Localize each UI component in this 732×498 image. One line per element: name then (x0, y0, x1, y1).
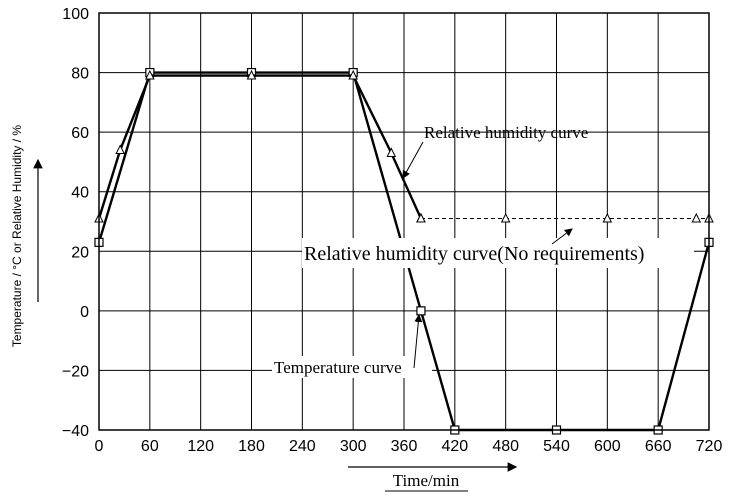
x-tick-label: 180 (238, 438, 265, 455)
y-tick-label: −20 (62, 363, 89, 380)
x-tick-label: 360 (391, 438, 418, 455)
humidity-point (500, 212, 511, 223)
humidity-point (246, 69, 257, 80)
humidity-point (416, 212, 426, 223)
x-tick-label: 0 (95, 438, 104, 455)
x-tick-label: 540 (543, 438, 570, 455)
humidity-point (115, 144, 125, 155)
tick-labels: 0 60 120 180 240 300 360 420 480 540 600 660 7201008… (62, 6, 723, 455)
humidity-point (386, 147, 397, 157)
arrow-temperature (413, 314, 423, 369)
x-tick-label: 480 (492, 438, 519, 455)
humidity-point (348, 69, 358, 80)
y-tick-label: 40 (71, 185, 89, 202)
humidity-point (691, 212, 702, 223)
x-axis-title: Time/min (393, 471, 460, 490)
y-tick-label: 60 (71, 125, 89, 142)
annotations: Relative humidity curve(No requirements)… (272, 123, 694, 378)
arrow-rh (402, 141, 424, 179)
y-tick-label: −40 (62, 423, 89, 440)
x-tick-label: 420 (441, 438, 468, 455)
y-tick-label: 0 (80, 304, 89, 321)
x-tick-label: 60 (141, 438, 159, 455)
x-tick-label: 240 (289, 438, 316, 455)
x-tick-label: 720 (696, 438, 723, 455)
humidity-point (145, 69, 155, 80)
annotation-temperature: Temperature curve (274, 358, 402, 377)
annotation-rh: Relative humidity curve (424, 123, 588, 142)
y-tick-label: 20 (71, 244, 89, 261)
x-tick-label: 600 (594, 438, 621, 455)
plot-frame (98, 12, 710, 431)
x-tick-label: 300 (340, 438, 367, 455)
humidity-point (602, 212, 613, 223)
x-tick-label: 660 (645, 438, 672, 455)
y-tick-label: 100 (62, 6, 89, 23)
y-axis-title: Temperature / °C or Relative Humidity / … (10, 125, 24, 348)
arrow-rh-no-req (551, 228, 573, 245)
temperature-point (416, 306, 426, 316)
y-tick-label: 80 (71, 66, 89, 83)
annotation-rh-no-req: Relative humidity curve(No requirements) (304, 243, 644, 265)
series-line-1 (97, 74, 423, 220)
x-tick-label: 120 (187, 438, 214, 455)
